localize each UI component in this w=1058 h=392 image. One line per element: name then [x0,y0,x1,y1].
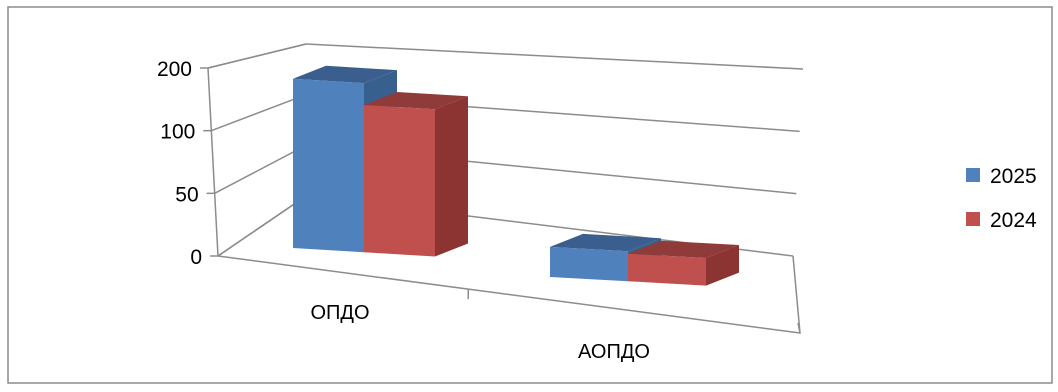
y-tick-label: 200 [157,58,192,81]
bar-top-2024-1 [628,240,739,258]
x-category-label: АОПДО [578,341,650,363]
bar-2025-1 [550,246,628,282]
x-tick-mark [797,322,801,334]
gridline-side [217,195,307,257]
legend-swatch-2024 [966,212,980,226]
gridline-side [214,144,307,194]
gridline-side [207,43,307,69]
gridline-side [211,93,307,132]
bar-top-2025-1 [550,233,661,252]
y-tick-label: 50 [175,183,198,206]
bar-2024-0 [364,105,435,257]
bar-side-2024-1 [706,245,739,286]
gridline-back [305,43,804,70]
x-axis-category-labels: ОПДО АОПДО [310,302,649,363]
y-axis-tick-labels: 0 50 100 200 [157,58,202,269]
bar-2025-0 [293,78,364,253]
bar-side-2024-0 [435,96,468,257]
bar-top-2025-0 [293,65,397,84]
x-category-label: ОПДО [310,302,369,324]
legend-label: 2025 [990,165,1037,188]
chart-border [7,6,1053,384]
bar-top-2024-0 [364,92,468,110]
bars [293,65,739,286]
side-wall-edge [207,67,219,257]
bar-2024-1 [628,253,706,286]
y-tick-label: 100 [160,121,195,144]
y-tick-label: 0 [190,246,202,269]
legend-label: 2024 [990,209,1037,232]
legend-swatch-2025 [966,168,980,182]
legend: 2025 2024 [966,165,1037,232]
